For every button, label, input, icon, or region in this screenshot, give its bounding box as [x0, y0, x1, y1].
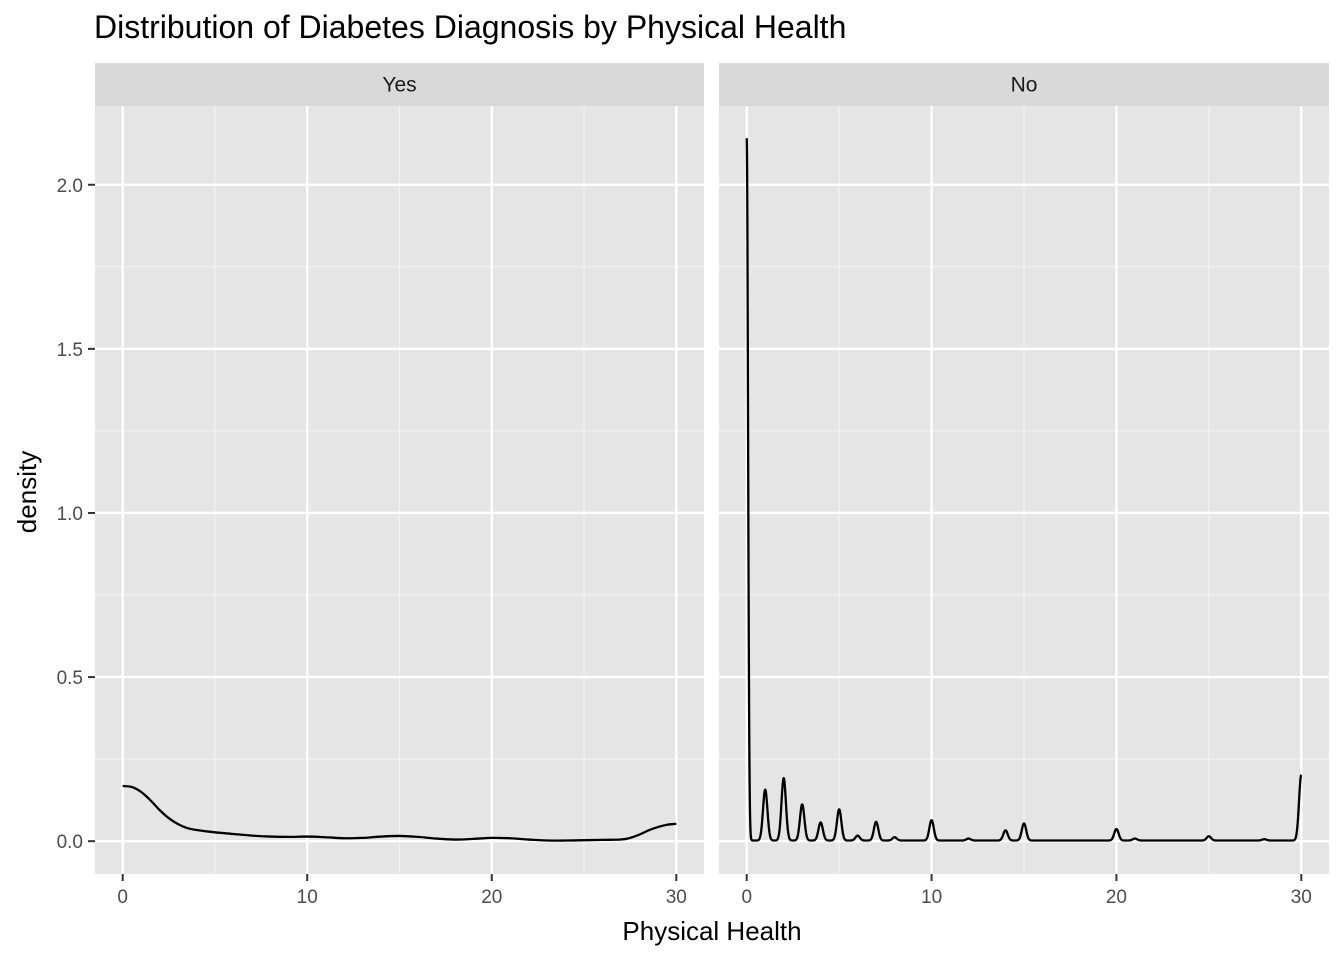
facet-panels: Yes No [95, 63, 1329, 874]
major-grid [719, 106, 1329, 874]
x-axis-yes: 0 10 20 30 [117, 874, 687, 908]
x-tick-label: 20 [481, 887, 502, 908]
x-tick-label: 10 [297, 887, 318, 908]
facet-strip [719, 63, 1329, 106]
y-axis: 0.0 0.5 1.0 1.5 2.0 [57, 176, 95, 853]
y-tick-label: 0.0 [57, 832, 83, 853]
facet-panel-yes: Yes [95, 63, 704, 874]
facet-strip-label: No [1011, 74, 1038, 97]
y-tick-label: 0.5 [57, 668, 83, 689]
x-tick-label: 10 [921, 887, 942, 908]
minor-grid [719, 106, 1329, 874]
x-axis-title: Physical Health [622, 916, 801, 946]
y-axis-title: density [12, 451, 42, 533]
facet-strip-label: Yes [382, 74, 416, 97]
x-tick-label: 0 [117, 887, 128, 908]
x-tick-label: 30 [1291, 887, 1312, 908]
y-tick-label: 2.0 [57, 176, 83, 197]
density-line-no [745, 138, 1303, 842]
x-tick-label: 30 [666, 887, 687, 908]
x-tick-label: 0 [741, 887, 752, 908]
y-tick-label: 1.5 [57, 340, 83, 361]
chart-title: Distribution of Diabetes Diagnosis by Ph… [94, 9, 846, 45]
facet-panel-no: No [719, 63, 1329, 874]
minor-grid [95, 106, 704, 874]
major-grid [95, 106, 704, 874]
facet-strip [95, 63, 704, 106]
x-axis-no: 0 10 20 30 [741, 874, 1312, 908]
y-tick-label: 1.0 [57, 504, 83, 525]
x-axes: 0 10 20 30 0 10 20 30 [117, 874, 1312, 908]
density-line-yes [122, 784, 677, 842]
x-tick-label: 20 [1106, 887, 1127, 908]
